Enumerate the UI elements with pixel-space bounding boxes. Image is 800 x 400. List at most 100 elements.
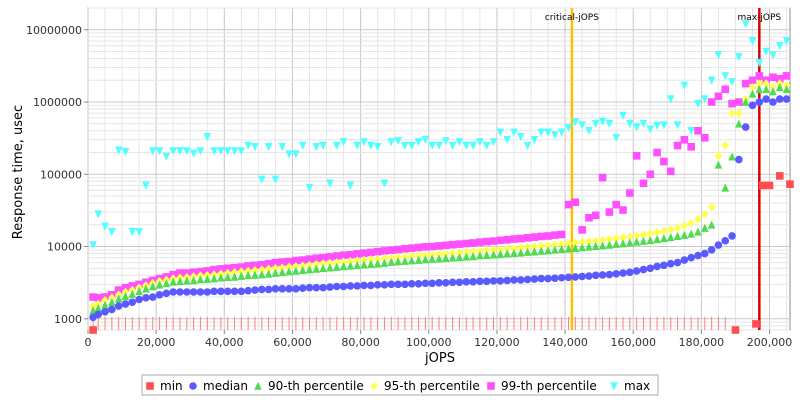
data-point	[752, 320, 760, 328]
data-point	[407, 141, 416, 150]
data-point	[673, 258, 682, 267]
data-point	[428, 279, 436, 288]
data-point	[714, 151, 723, 161]
data-point	[142, 294, 150, 302]
data-point	[571, 273, 580, 281]
data-point	[128, 227, 137, 237]
data-point	[530, 247, 539, 256]
data-point	[564, 239, 573, 248]
data-point	[196, 147, 205, 156]
vertical-line-label: critical-jOPS	[545, 13, 599, 23]
data-point	[367, 248, 375, 257]
data-point	[448, 248, 457, 258]
data-point	[537, 241, 546, 251]
data-point	[741, 79, 750, 88]
data-point	[373, 259, 382, 268]
data-point	[455, 138, 464, 147]
data-point	[244, 262, 252, 270]
data-point	[94, 303, 103, 313]
data-point	[101, 222, 109, 231]
data-point	[605, 208, 614, 216]
data-point	[707, 246, 716, 254]
data-point	[312, 143, 321, 152]
data-point	[741, 97, 750, 106]
data-point	[183, 288, 191, 296]
data-point	[278, 143, 287, 152]
x-tick-label: 160,000	[610, 336, 656, 349]
series-group	[89, 20, 794, 334]
data-point	[257, 175, 266, 184]
data-point	[666, 233, 675, 242]
data-point	[271, 285, 280, 293]
data-point	[251, 261, 259, 270]
data-point	[503, 249, 511, 258]
data-point	[264, 264, 273, 274]
data-point	[414, 138, 423, 147]
data-point	[223, 273, 232, 282]
data-point	[114, 146, 123, 155]
data-point	[169, 277, 177, 286]
data-point	[312, 260, 321, 269]
data-point	[407, 256, 416, 265]
data-point	[394, 245, 402, 254]
data-point	[585, 242, 593, 251]
data-point	[782, 95, 791, 103]
data-point	[762, 95, 770, 103]
data-point	[673, 141, 682, 150]
data-point	[612, 133, 621, 143]
data-point	[666, 167, 675, 176]
data-point	[278, 258, 287, 266]
data-point	[639, 179, 648, 188]
data-point	[701, 209, 709, 219]
data-point	[775, 95, 784, 103]
data-point	[707, 98, 716, 106]
data-point	[687, 229, 695, 238]
data-point	[346, 256, 355, 266]
data-point	[530, 275, 539, 283]
data-point	[748, 76, 757, 85]
series-max	[89, 20, 791, 250]
data-point	[489, 138, 498, 147]
data-point	[230, 272, 239, 281]
data-point	[769, 51, 777, 60]
data-point	[292, 150, 300, 159]
data-point	[387, 280, 396, 289]
data-point	[544, 246, 552, 255]
data-point	[148, 293, 157, 301]
data-point	[639, 236, 648, 245]
data-point	[557, 244, 566, 253]
data-point	[298, 261, 307, 271]
data-point	[578, 243, 586, 252]
data-point	[142, 284, 150, 293]
data-point	[653, 234, 661, 244]
data-point	[786, 180, 794, 188]
series-median	[89, 95, 791, 322]
data-point	[537, 232, 546, 241]
data-point	[571, 243, 580, 252]
data-point	[271, 263, 280, 273]
data-point	[598, 241, 607, 250]
data-point	[523, 275, 532, 284]
data-point	[332, 258, 341, 267]
min-bars	[92, 316, 726, 330]
data-point	[612, 239, 621, 248]
legend-box	[141, 374, 659, 396]
data-point	[591, 236, 600, 246]
legend-item: 95-th percentile	[370, 379, 480, 393]
data-point	[305, 255, 314, 263]
data-point	[155, 147, 164, 156]
data-point	[775, 82, 784, 92]
data-point	[510, 248, 518, 257]
data-point	[748, 37, 757, 46]
data-point	[564, 244, 573, 253]
legend-item: max	[610, 379, 650, 393]
data-point	[714, 92, 723, 101]
data-point	[564, 273, 573, 282]
data-point	[551, 231, 559, 239]
data-point	[264, 285, 273, 294]
data-point	[285, 257, 293, 266]
legend-marker	[487, 382, 495, 390]
data-point	[285, 267, 293, 276]
data-point	[401, 252, 409, 261]
data-point	[578, 237, 586, 247]
